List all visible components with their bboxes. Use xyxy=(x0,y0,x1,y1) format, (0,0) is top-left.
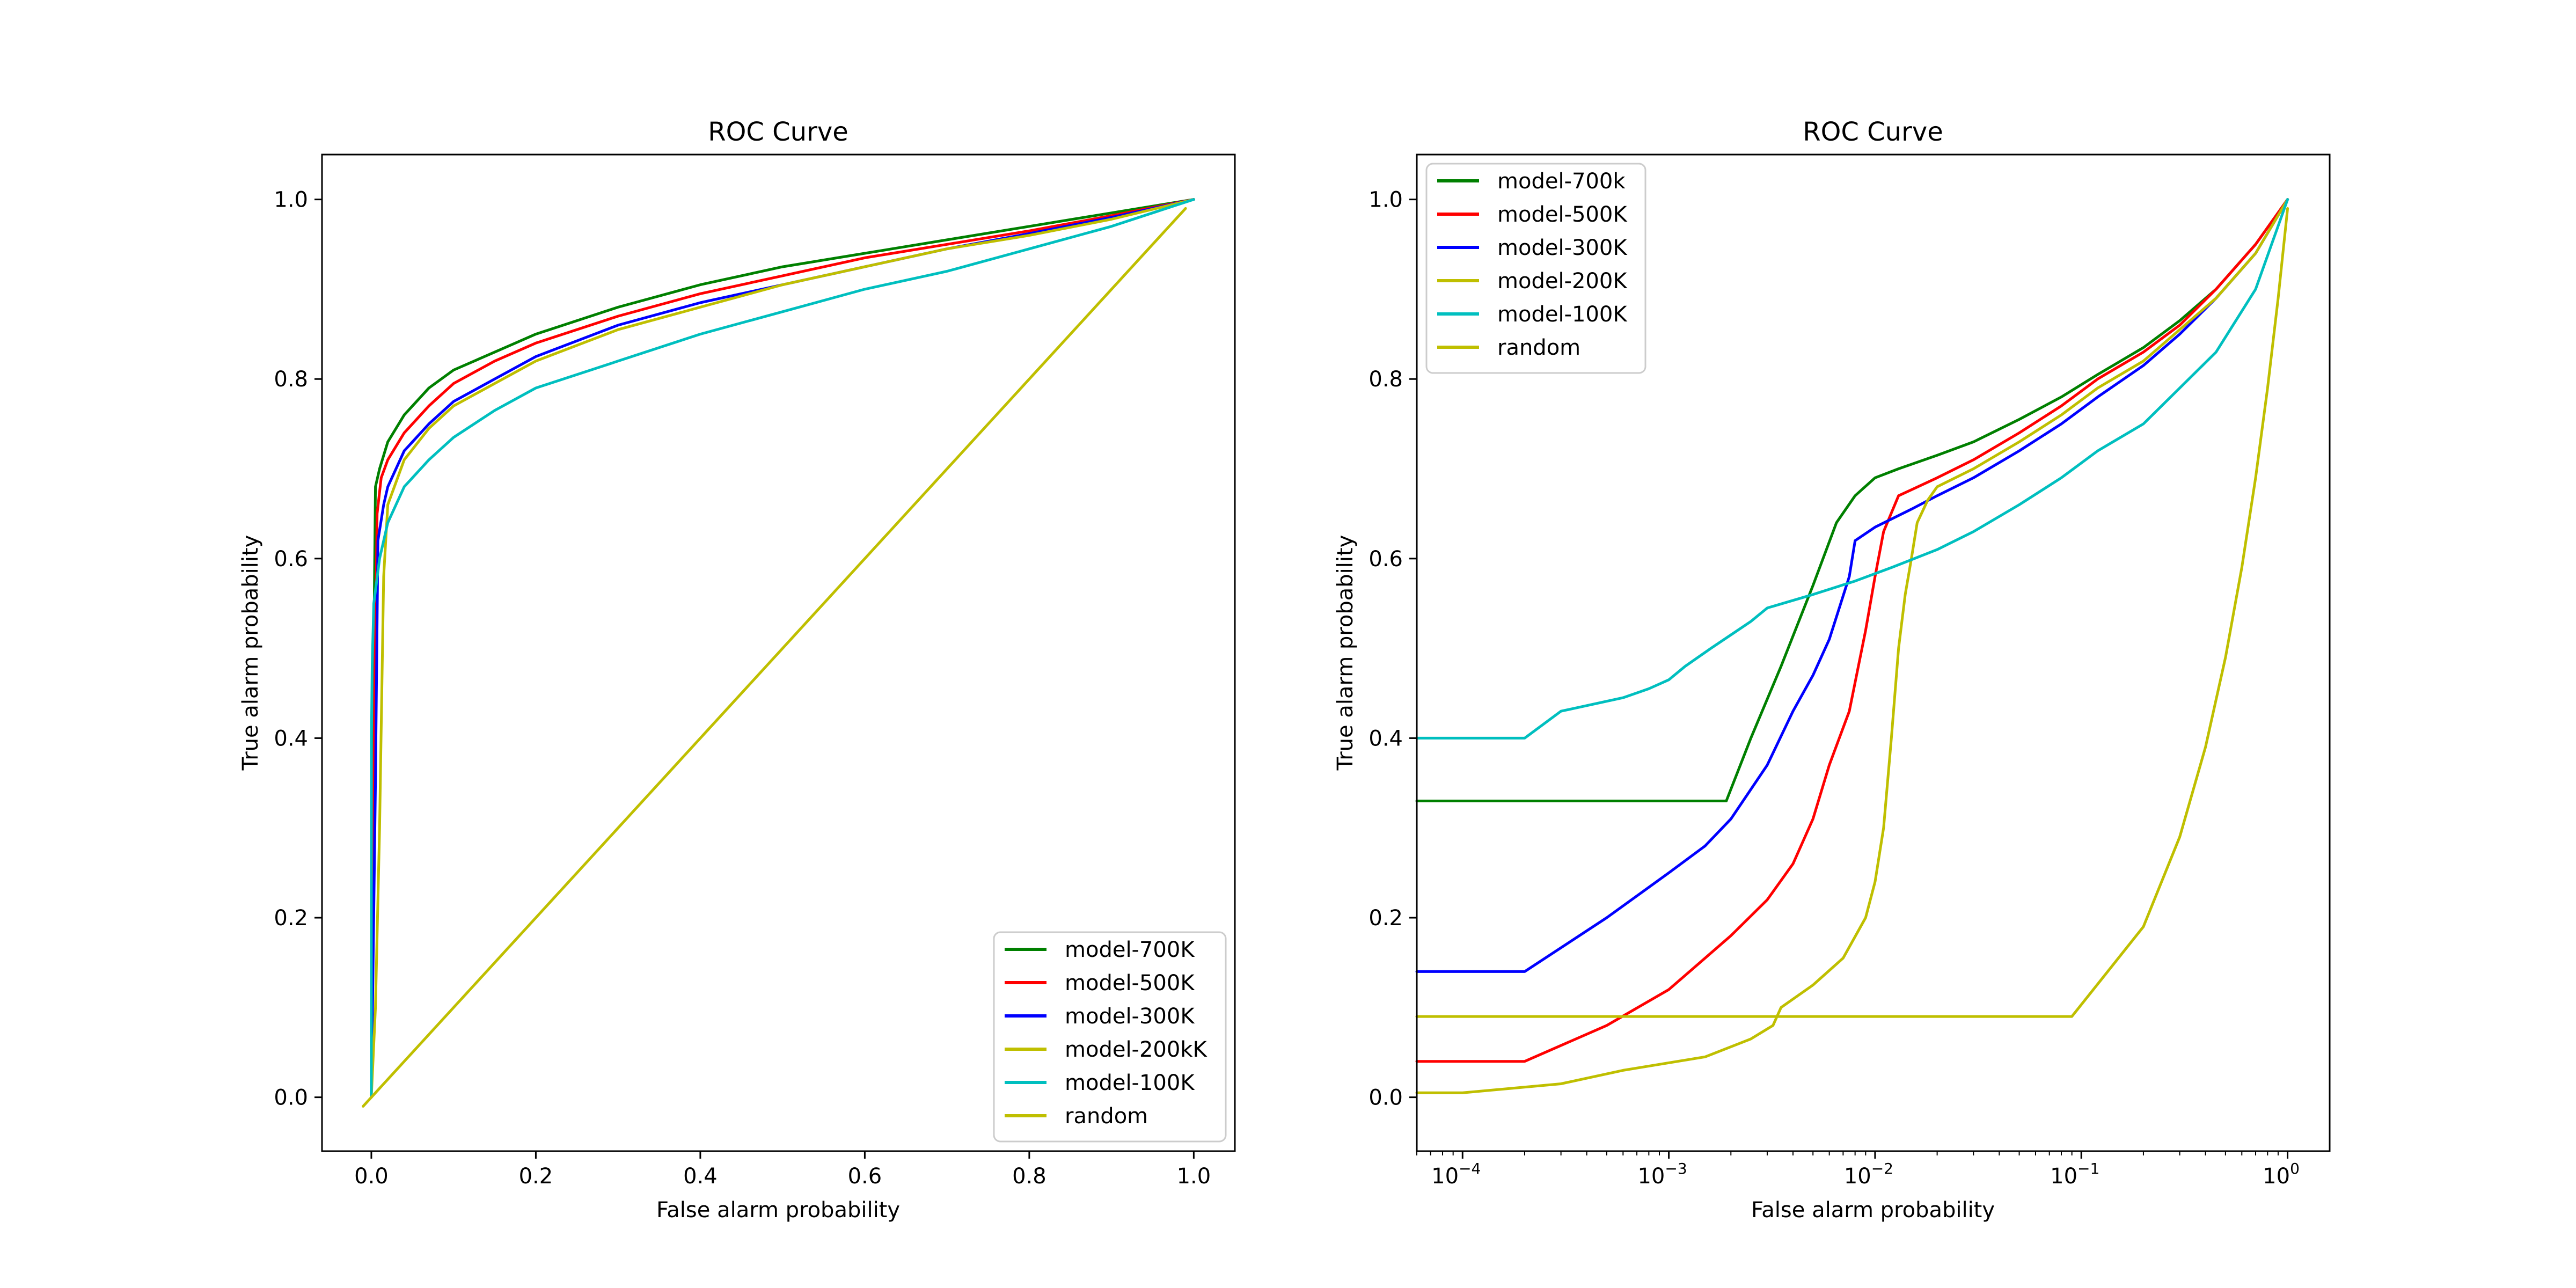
x-tick-label: 0.2 xyxy=(519,1164,553,1189)
y-tick-label: 0.8 xyxy=(274,367,308,392)
y-tick-label: 0.2 xyxy=(274,906,308,931)
series-line-model-500k xyxy=(1415,198,2289,1063)
y-tick-label: 1.0 xyxy=(274,188,308,213)
x-tick-label: 0.0 xyxy=(354,1164,389,1189)
legend-entry-label: model-100K xyxy=(1497,302,1628,327)
legend-entry-label: model-300K xyxy=(1497,236,1628,260)
x-axis-label: False alarm probability xyxy=(656,1198,900,1223)
legend-entry-label: model-200K xyxy=(1497,269,1628,294)
series-line-model-700k xyxy=(370,198,1195,1099)
legend-entry-label: model-300K xyxy=(1065,1004,1195,1029)
chart-title: ROC Curve xyxy=(1803,117,1943,147)
legend-entry-label: random xyxy=(1065,1104,1148,1129)
y-tick-label: 0.4 xyxy=(1368,726,1403,751)
series-line-model-500k xyxy=(370,198,1195,1099)
series-line-model-200kk xyxy=(370,198,1195,1099)
series-line-model-700k xyxy=(1415,198,2289,802)
legend-entry-label: model-500K xyxy=(1497,202,1628,227)
y-axis-label: True alarm probability xyxy=(1333,535,1358,771)
legend-box xyxy=(1425,163,1646,374)
plot-frame xyxy=(1416,153,2331,1152)
legend-entry-label: model-200kK xyxy=(1065,1037,1208,1062)
series-line-model-300k xyxy=(1415,198,2289,973)
series-line-model-100k xyxy=(370,198,1195,1099)
y-tick-label: 0.0 xyxy=(1368,1086,1403,1110)
legend-entry-label: random xyxy=(1497,335,1580,360)
legend-entry-label: model-100K xyxy=(1065,1071,1195,1095)
series-line-random xyxy=(1415,207,2289,1018)
y-tick-label: 0.8 xyxy=(1368,367,1403,392)
series-line-random xyxy=(362,207,1187,1108)
x-axis-label: False alarm probability xyxy=(1751,1198,1995,1223)
legend-box xyxy=(993,931,1227,1143)
legend-entry-label: model-500K xyxy=(1065,971,1195,996)
x-tick-label: 0.6 xyxy=(848,1164,882,1189)
x-tick-label: 10−4 xyxy=(1431,1160,1481,1189)
legend-entry-label: model-700K xyxy=(1065,938,1195,962)
y-tick-label: 0.0 xyxy=(274,1086,308,1110)
x-tick-label: 0.8 xyxy=(1012,1164,1046,1189)
roc-panel-linear: 0.0 0.2 0.4 0.6 0.8 1.0 0.0 0.2 0.4 0.6 0.8 1.0 ROC… xyxy=(238,117,1236,1223)
x-tick-label: 10−2 xyxy=(1844,1160,1893,1189)
y-tick-label: 0.2 xyxy=(1368,906,1403,931)
chart-title: ROC Curve xyxy=(708,117,848,147)
x-tick-label: 1.0 xyxy=(1177,1164,1211,1189)
legend: model-700K model-500K model-300K model-200k… xyxy=(993,931,1227,1143)
series-line-model-100k xyxy=(1415,198,2289,740)
y-tick-label: 1.0 xyxy=(1368,188,1403,213)
y-tick-label: 0.6 xyxy=(1368,547,1403,572)
x-tick-label: 0.4 xyxy=(683,1164,718,1189)
legend-entry-label: model-700k xyxy=(1497,169,1626,194)
series-line-model-200k xyxy=(1415,198,2289,1094)
legend: model-700k model-500K model-300K model-200K… xyxy=(1425,163,1646,374)
y-tick-label: 0.6 xyxy=(274,547,308,572)
y-tick-label: 0.4 xyxy=(274,726,308,751)
plot-frame xyxy=(321,153,1236,1152)
y-axis-label: True alarm probability xyxy=(238,535,263,771)
